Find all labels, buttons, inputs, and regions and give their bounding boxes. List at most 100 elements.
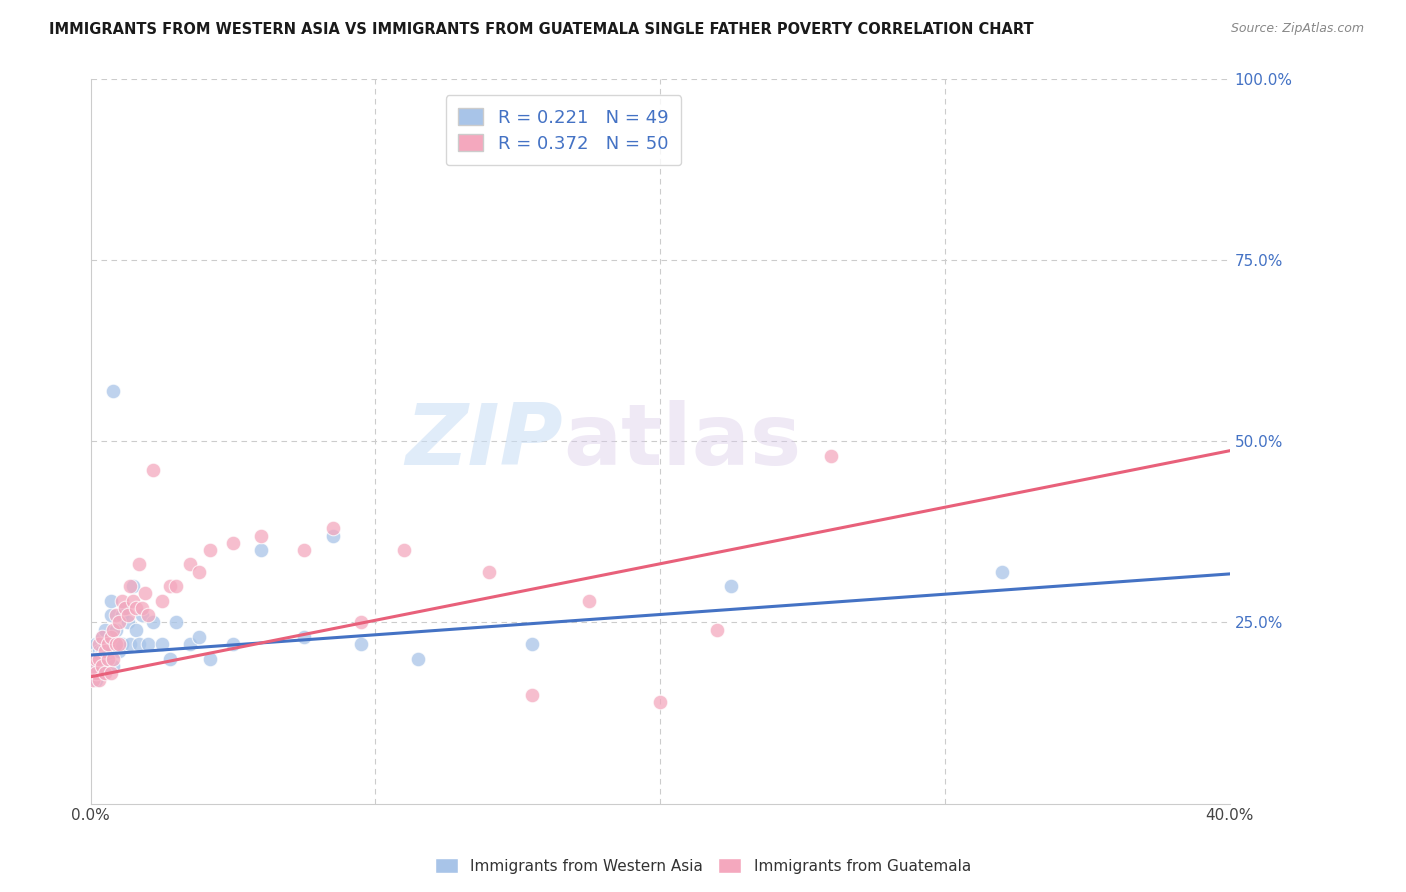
Point [89,644,111,658]
Point [120,637,142,651]
Point [250,528,273,542]
Point [350,637,373,651]
Point [650,695,672,709]
Point [991,565,1014,579]
Point [292,543,315,558]
Point [117,608,139,623]
Point [122,593,145,607]
Point [165,579,187,593]
Point [222,535,245,549]
Point [91,659,114,673]
Point [84,673,107,688]
Point [520,688,543,702]
Point [89,666,111,681]
Point [91,630,114,644]
Point [179,637,201,651]
Point [117,615,139,630]
Point [200,651,222,665]
Point [136,637,159,651]
Point [103,651,125,665]
Legend: R = 0.221   N = 49, R = 0.372   N = 50: R = 0.221 N = 49, R = 0.372 N = 50 [446,95,681,165]
Point [322,521,344,535]
Point [114,601,136,615]
Point [165,615,187,630]
Point [94,637,117,651]
Point [150,637,173,651]
Point [94,644,117,658]
Point [406,651,429,665]
Point [250,543,273,558]
Point [159,579,181,593]
Point [108,644,131,658]
Point [142,463,165,477]
Point [89,651,111,665]
Point [94,666,117,681]
Point [100,593,122,607]
Point [150,593,173,607]
Point [125,623,148,637]
Point [120,579,142,593]
Point [82,673,104,688]
Point [131,601,153,615]
Text: atlas: atlas [564,400,801,483]
Point [111,637,134,651]
Point [122,579,145,593]
Point [478,565,501,579]
Text: IMMIGRANTS FROM WESTERN ASIA VS IMMIGRANTS FROM GUATEMALA SINGLE FATHER POVERTY : IMMIGRANTS FROM WESTERN ASIA VS IMMIGRAN… [49,22,1033,37]
Point [103,623,125,637]
Point [322,528,344,542]
Point [84,651,107,665]
Point [131,608,153,623]
Point [111,608,134,623]
Point [179,558,201,572]
Point [100,608,122,623]
Point [84,637,107,651]
Point [128,558,150,572]
Point [91,659,114,673]
Point [187,565,209,579]
Point [159,651,181,665]
Point [82,659,104,673]
Point [820,449,842,463]
Point [94,623,117,637]
Point [84,666,107,681]
Point [100,666,122,681]
Point [392,543,415,558]
Point [89,673,111,688]
Legend: Immigrants from Western Asia, Immigrants from Guatemala: Immigrants from Western Asia, Immigrants… [429,852,977,880]
Point [84,659,107,673]
Point [200,543,222,558]
Point [82,666,104,681]
Point [142,615,165,630]
Point [97,651,120,665]
Point [578,593,600,607]
Text: Source: ZipAtlas.com: Source: ZipAtlas.com [1230,22,1364,36]
Point [350,615,373,630]
Point [103,384,125,398]
Point [97,651,120,665]
Point [187,630,209,644]
Text: ZIP: ZIP [406,400,564,483]
Point [89,651,111,665]
Point [292,630,315,644]
Point [520,637,543,651]
Point [105,623,128,637]
Point [222,637,245,651]
Point [89,637,111,651]
Point [91,630,114,644]
Point [105,637,128,651]
Point [125,601,148,615]
Point [97,637,120,651]
Point [105,637,128,651]
Point [91,644,114,658]
Point [114,601,136,615]
Point [134,586,156,600]
Point [105,608,128,623]
Point [94,651,117,665]
Point [128,637,150,651]
Point [103,659,125,673]
Point [720,579,742,593]
Point [111,593,134,607]
Point [97,637,120,651]
Point [100,630,122,644]
